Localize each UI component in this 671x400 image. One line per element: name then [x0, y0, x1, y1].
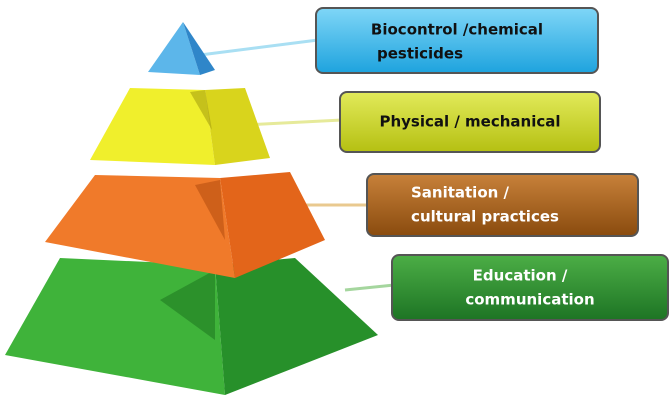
label-text: cultural practices [411, 208, 559, 226]
yellow-right-face [205, 88, 270, 165]
label-text: communication [465, 291, 594, 309]
label-text: Biocontrol /chemical [371, 21, 543, 39]
page: Biocontrol /chemical pesticides Physical… [0, 0, 671, 400]
label-box [392, 255, 668, 320]
green-right-face [215, 258, 378, 395]
label-text: pesticides [377, 45, 463, 63]
green-left-face [5, 258, 225, 395]
label-text: Physical / mechanical [379, 113, 560, 131]
connector [345, 285, 394, 290]
pyramid-diagram: Biocontrol /chemical pesticides Physical… [0, 0, 671, 400]
connector [200, 40, 318, 55]
connector [245, 120, 342, 125]
label-box [316, 8, 598, 73]
orange-right-face [220, 172, 325, 278]
boxes: Biocontrol /chemical pesticides Physical… [316, 8, 668, 320]
label-text: Education / [473, 267, 568, 285]
pyramid [5, 22, 378, 395]
label-text: Sanitation / [411, 184, 510, 202]
